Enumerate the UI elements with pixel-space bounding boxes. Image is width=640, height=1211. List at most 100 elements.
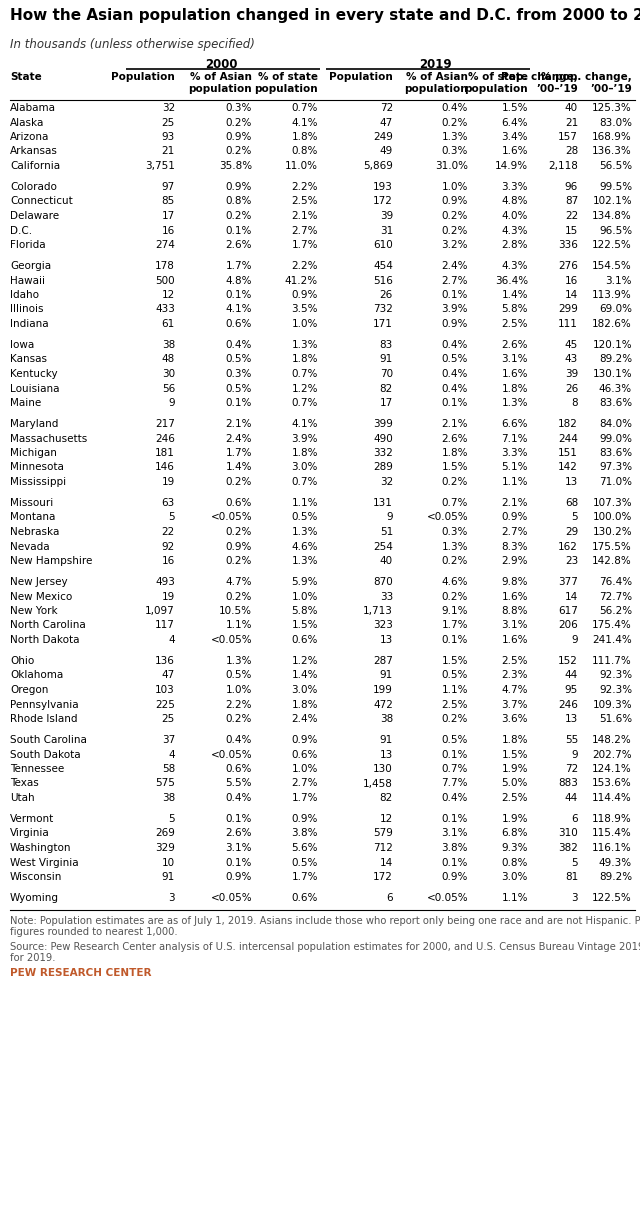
Text: 43: 43: [564, 355, 578, 365]
Text: Utah: Utah: [10, 793, 35, 803]
Text: 1.0%: 1.0%: [292, 318, 318, 329]
Text: 37: 37: [162, 735, 175, 745]
Text: 0.2%: 0.2%: [442, 117, 468, 127]
Text: Hawaii: Hawaii: [10, 275, 45, 286]
Text: 3.9%: 3.9%: [291, 434, 318, 443]
Text: 1.7%: 1.7%: [442, 620, 468, 631]
Text: 3: 3: [572, 893, 578, 903]
Text: South Dakota: South Dakota: [10, 750, 81, 759]
Text: 28: 28: [564, 147, 578, 156]
Text: 1.4%: 1.4%: [502, 289, 528, 300]
Text: 0.3%: 0.3%: [442, 147, 468, 156]
Text: 175.4%: 175.4%: [592, 620, 632, 631]
Text: 71.0%: 71.0%: [599, 477, 632, 487]
Text: 0.1%: 0.1%: [226, 289, 252, 300]
Text: 76.4%: 76.4%: [599, 576, 632, 587]
Text: 5.6%: 5.6%: [291, 843, 318, 853]
Text: 0.2%: 0.2%: [226, 556, 252, 566]
Text: Connecticut: Connecticut: [10, 196, 73, 207]
Text: 0.1%: 0.1%: [442, 398, 468, 408]
Text: 26: 26: [564, 384, 578, 394]
Text: 0.7%: 0.7%: [442, 764, 468, 774]
Text: 58: 58: [162, 764, 175, 774]
Text: 40: 40: [380, 556, 393, 566]
Text: 2,118: 2,118: [548, 161, 578, 171]
Text: 92: 92: [162, 541, 175, 551]
Text: 125.3%: 125.3%: [592, 103, 632, 113]
Text: 1.7%: 1.7%: [291, 793, 318, 803]
Text: 4.3%: 4.3%: [502, 262, 528, 271]
Text: % of state
population: % of state population: [254, 71, 318, 93]
Text: 38: 38: [380, 714, 393, 724]
Text: 32: 32: [380, 477, 393, 487]
Text: 617: 617: [558, 606, 578, 616]
Text: 3.4%: 3.4%: [502, 132, 528, 142]
Text: 36.4%: 36.4%: [495, 275, 528, 286]
Text: 1.6%: 1.6%: [502, 147, 528, 156]
Text: 0.4%: 0.4%: [442, 793, 468, 803]
Text: 120.1%: 120.1%: [593, 340, 632, 350]
Text: 3.5%: 3.5%: [291, 304, 318, 315]
Text: 0.9%: 0.9%: [442, 872, 468, 882]
Text: 35.8%: 35.8%: [219, 161, 252, 171]
Text: 29: 29: [564, 527, 578, 536]
Text: 91: 91: [380, 735, 393, 745]
Text: 15: 15: [564, 225, 578, 235]
Text: 1.9%: 1.9%: [502, 764, 528, 774]
Text: 5.5%: 5.5%: [225, 779, 252, 788]
Text: 2.3%: 2.3%: [502, 671, 528, 681]
Text: 1.3%: 1.3%: [502, 398, 528, 408]
Text: 4.0%: 4.0%: [502, 211, 528, 220]
Text: 0.6%: 0.6%: [292, 893, 318, 903]
Text: 23: 23: [564, 556, 578, 566]
Text: Maine: Maine: [10, 398, 41, 408]
Text: Alabama: Alabama: [10, 103, 56, 113]
Text: 3.1%: 3.1%: [605, 275, 632, 286]
Text: 377: 377: [558, 576, 578, 587]
Text: 153.6%: 153.6%: [592, 779, 632, 788]
Text: 0.7%: 0.7%: [292, 477, 318, 487]
Text: 114.4%: 114.4%: [592, 793, 632, 803]
Text: 0.2%: 0.2%: [442, 556, 468, 566]
Text: 0.1%: 0.1%: [226, 857, 252, 867]
Text: 1.0%: 1.0%: [442, 182, 468, 193]
Text: 81: 81: [564, 872, 578, 882]
Text: State: State: [10, 71, 42, 82]
Text: 168.9%: 168.9%: [592, 132, 632, 142]
Text: 1.5%: 1.5%: [442, 656, 468, 666]
Text: 93: 93: [162, 132, 175, 142]
Text: 122.5%: 122.5%: [592, 240, 632, 249]
Text: 1.3%: 1.3%: [442, 132, 468, 142]
Text: 332: 332: [373, 448, 393, 458]
Text: 3: 3: [168, 893, 175, 903]
Text: 83.0%: 83.0%: [599, 117, 632, 127]
Text: 0.9%: 0.9%: [292, 814, 318, 823]
Text: 51: 51: [380, 527, 393, 536]
Text: Michigan: Michigan: [10, 448, 57, 458]
Text: 39: 39: [380, 211, 393, 220]
Text: 2.5%: 2.5%: [502, 656, 528, 666]
Text: D.C.: D.C.: [10, 225, 32, 235]
Text: 3.9%: 3.9%: [442, 304, 468, 315]
Text: 8.8%: 8.8%: [502, 606, 528, 616]
Text: 4.7%: 4.7%: [502, 685, 528, 695]
Text: 9: 9: [572, 635, 578, 645]
Text: 2019: 2019: [419, 58, 452, 71]
Text: 92.3%: 92.3%: [599, 685, 632, 695]
Text: 19: 19: [162, 477, 175, 487]
Text: 1.7%: 1.7%: [291, 872, 318, 882]
Text: 117: 117: [155, 620, 175, 631]
Text: 299: 299: [558, 304, 578, 315]
Text: 4.6%: 4.6%: [291, 541, 318, 551]
Text: 87: 87: [564, 196, 578, 207]
Text: 0.4%: 0.4%: [442, 103, 468, 113]
Text: 30: 30: [162, 369, 175, 379]
Text: 91: 91: [162, 872, 175, 882]
Text: 1.8%: 1.8%: [502, 735, 528, 745]
Text: 9: 9: [572, 750, 578, 759]
Text: 0.9%: 0.9%: [442, 318, 468, 329]
Text: 14: 14: [564, 289, 578, 300]
Text: 6.4%: 6.4%: [502, 117, 528, 127]
Text: 0.9%: 0.9%: [226, 182, 252, 193]
Text: 2.1%: 2.1%: [225, 419, 252, 429]
